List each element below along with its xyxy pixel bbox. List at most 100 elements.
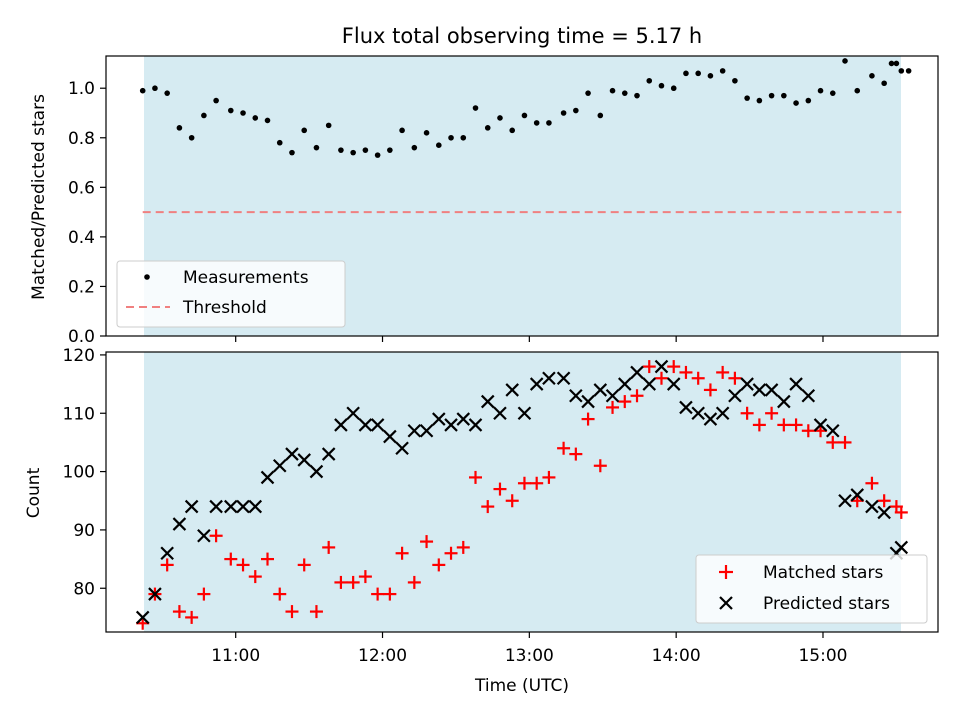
matched-star-point	[642, 360, 656, 374]
measurement-point	[573, 107, 579, 114]
matched-star-point	[530, 476, 544, 490]
matched-star-point	[160, 558, 174, 572]
matched-star-point	[752, 418, 766, 432]
measurement-legend-marker	[144, 274, 150, 280]
top-legend-box	[116, 260, 346, 328]
predicted-star-point	[148, 587, 162, 601]
predicted-star-point	[666, 377, 681, 391]
measurement-point	[325, 122, 332, 129]
matched-star-point	[826, 435, 840, 449]
measurement-point	[350, 149, 356, 156]
x-tick-label: 11:00	[211, 646, 260, 666]
measurement-point	[484, 125, 491, 131]
predicted-star-point	[160, 546, 174, 561]
matched-star-point	[273, 587, 287, 601]
measurement-point	[560, 110, 567, 116]
measurement-point	[854, 87, 861, 94]
predicted-star-point	[285, 447, 299, 461]
y-tick-label: 0.0	[68, 327, 95, 347]
top-legend: Measurements Threshold	[116, 260, 346, 328]
predicted-star-point	[383, 429, 397, 444]
matched-star-point	[801, 424, 815, 438]
measurement-point	[781, 92, 787, 99]
predicted-star-point	[505, 383, 519, 397]
measurement-point	[460, 134, 467, 141]
predicted-star-point	[838, 493, 852, 508]
predicted-star-point	[605, 388, 620, 403]
y-tick-label: 1.0	[68, 79, 95, 99]
measurement-point	[744, 95, 750, 101]
star-count-points	[135, 359, 909, 630]
matched-star-point	[789, 418, 803, 432]
bottom-legend: Matched stars Predicted stars	[695, 554, 928, 624]
matched-star-point	[877, 494, 891, 508]
predicted-star-point	[877, 505, 891, 520]
measurement-point	[597, 112, 604, 119]
bottom-legend-box	[695, 554, 928, 624]
matched-star-point	[777, 418, 791, 432]
matched-star-point	[618, 395, 632, 409]
predicted-star-point	[135, 610, 150, 625]
matched-star-point	[728, 371, 742, 385]
predicted-star-point	[172, 517, 187, 531]
matched-star-point	[261, 552, 275, 566]
y-tick-label: 100	[63, 463, 95, 483]
measurement-point	[646, 77, 653, 84]
measurement-point	[374, 152, 381, 158]
matched-star-point	[654, 371, 668, 385]
measurement-point	[276, 139, 283, 146]
predicted-star-point	[197, 528, 211, 543]
predicted-legend-label: Predicted stars	[763, 594, 890, 614]
matched-legend-label: Matched stars	[763, 563, 883, 583]
measurement-point	[898, 68, 905, 74]
matched-star-point	[248, 570, 262, 584]
y-tick-label: 0.2	[68, 277, 95, 297]
measurement-point	[497, 115, 503, 121]
chart-title: Flux total observing time = 5.17 h	[342, 24, 702, 48]
measurement-point	[362, 147, 369, 153]
matched-star-point	[517, 476, 531, 490]
measurement-point	[829, 90, 836, 96]
predicted-star-point	[764, 383, 779, 397]
matched-star-point	[309, 605, 323, 619]
matched-star-point	[606, 400, 620, 414]
measurement-point	[164, 90, 170, 96]
matched-star-point	[667, 360, 681, 374]
predicted-star-point	[209, 499, 223, 514]
measurement-point	[289, 149, 295, 156]
matched-star-point	[395, 546, 409, 560]
measurement-point	[609, 87, 616, 94]
predicted-star-point	[468, 418, 483, 432]
predicted-star-point	[654, 359, 669, 374]
matched-star-point	[740, 406, 754, 420]
y-tick-label: 110	[63, 404, 95, 424]
x-tick-label: 15:00	[798, 646, 847, 666]
measurement-point	[793, 100, 799, 106]
measurement-point	[634, 92, 640, 99]
measurement-point	[436, 142, 442, 149]
matched-star-point	[557, 441, 571, 455]
measurement-point	[264, 117, 271, 124]
predicted-star-point	[703, 412, 718, 426]
top-plot-frame	[105, 55, 939, 337]
measurement-point	[139, 87, 146, 94]
predicted-star-point	[581, 394, 595, 409]
matched-star-point	[865, 476, 879, 490]
bottom-x-axis: 11:00 12:00 13:00 14:00 15:00	[211, 632, 847, 666]
predicted-star-point	[593, 383, 608, 397]
predicted-star-point	[444, 418, 458, 432]
predicted-star-point	[184, 499, 199, 514]
matched-star-point	[716, 365, 730, 379]
measurement-point	[228, 107, 234, 114]
flux-ratio-panel: 0.0 0.2 0.4 0.6 0.8 1.0 Matched/Predicted sta…	[29, 55, 939, 347]
predicted-star-point	[321, 447, 336, 461]
measurement-point	[188, 134, 195, 141]
predicted-star-point	[691, 406, 705, 421]
top-y-axis-label: Matched/Predicted stars	[29, 94, 49, 300]
matched-star-point	[456, 540, 470, 554]
predicted-star-point	[334, 418, 348, 432]
predicted-star-point	[752, 383, 767, 397]
matched-star-point	[224, 552, 238, 566]
measurement-point	[301, 127, 308, 134]
predicted-star-point	[432, 412, 446, 426]
